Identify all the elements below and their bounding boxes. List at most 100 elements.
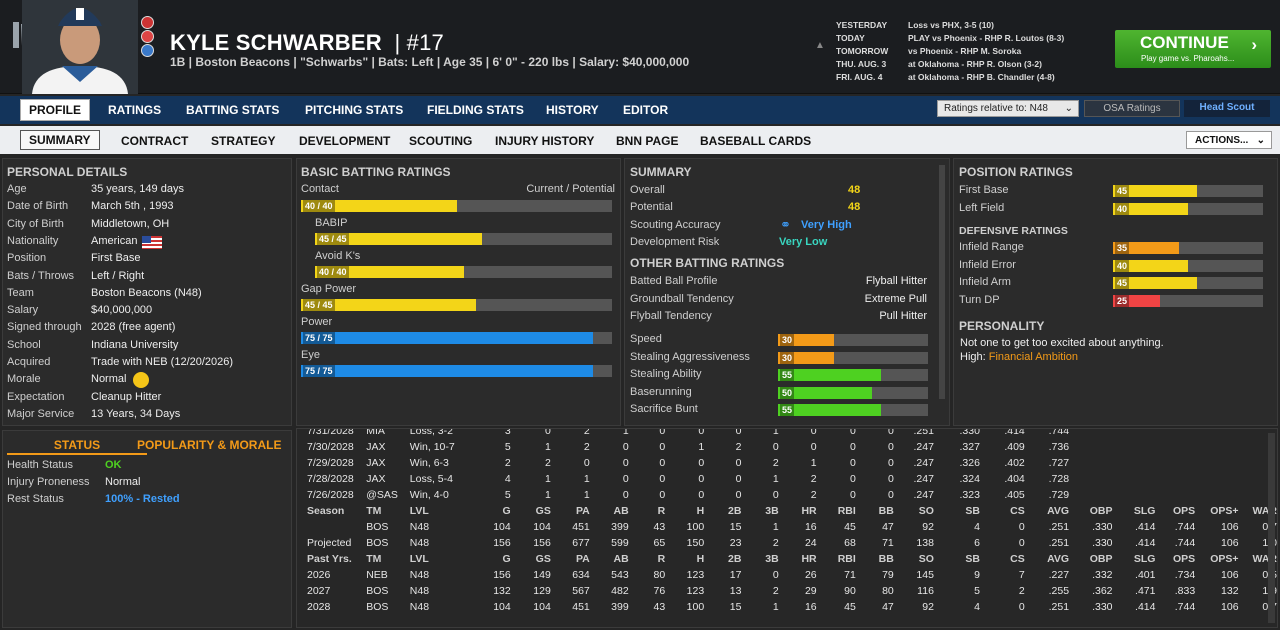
table-cell: 5 — [504, 441, 511, 453]
table-cell: Season — [307, 505, 345, 517]
table-cell: .414 — [1135, 601, 1156, 613]
schedule-row[interactable]: TOMORROW vs Phoenix - RHP M. Soroka — [836, 46, 1022, 56]
rating-label: Contact — [301, 183, 339, 195]
table-cell: 29 — [804, 585, 817, 597]
table-cell: 1 — [622, 428, 629, 437]
ratings-relative-select[interactable]: Ratings relative to: N48 ⌄ — [937, 100, 1079, 117]
schedule-row[interactable]: FRI. AUG. 4 at Oklahoma - RHP B. Chandler… — [836, 72, 1055, 82]
rating-bar-value: 40 / 40 — [317, 266, 349, 278]
table-cell: 1 — [810, 457, 817, 469]
game-log-row[interactable]: 7/30/2028 JAX Win, 10-7 5 1 2 0 0 1 2 0 0 0 0 .247 .327… — [297, 439, 1277, 455]
head-scout-button[interactable]: Head Scout — [1184, 100, 1270, 117]
rating-bar: 75 / 75 — [301, 332, 612, 344]
tab-bnn-page[interactable]: BNN PAGE — [616, 134, 679, 148]
game-log-row[interactable]: 7/26/2028 @SAS Win, 4-0 5 1 1 0 0 0 0 0 2 0 0 .247 .323… — [297, 487, 1277, 503]
speed-rating-bar: 30 — [778, 351, 928, 364]
detail-label: Position — [7, 252, 47, 265]
tab-popularity-morale[interactable]: POPULARITY & MORALE — [137, 438, 282, 452]
tab-strategy[interactable]: STRATEGY — [211, 134, 276, 148]
table-cell: N48 — [409, 569, 430, 581]
past-year-row[interactable]: 2028 BOS N48 104 104 451 399 43 100 15 1 16 45 47 92 4 0… — [297, 599, 1277, 615]
tab-injury-history[interactable]: INJURY HISTORY — [495, 134, 595, 148]
table-cell: 138 — [916, 537, 934, 549]
game-log-row[interactable]: 7/28/2028 JAX Loss, 5-4 4 1 1 0 0 0 0 1 2 0 0 .247 .324… — [297, 471, 1277, 487]
detail-value: American — [91, 234, 138, 247]
speed-rating-fill — [778, 351, 835, 364]
actions-dropdown[interactable]: ACTIONS... ⌄ — [1186, 131, 1272, 149]
osa-ratings-button[interactable]: OSA Ratings — [1084, 100, 1180, 117]
detail-label: Age — [7, 183, 27, 195]
scrollbar[interactable] — [939, 165, 945, 399]
season-row[interactable]: BOS N48 104 104 451 399 43 100 15 1 16 45 47 92 4 0 .251… — [297, 519, 1277, 535]
table-cell: 0 — [772, 489, 779, 501]
scrollbar[interactable] — [1268, 433, 1275, 623]
detail-value: 13 Years, 34 Days — [91, 407, 181, 420]
schedule-row[interactable]: THU. AUG. 3 at Oklahoma - RHP R. Olson (3… — [836, 59, 1042, 69]
tab-baseball-cards[interactable]: BASEBALL CARDS — [700, 134, 812, 148]
rating-bar: 75 / 75 — [301, 365, 612, 377]
personal-details-panel: PERSONAL DETAILS Age 35 years, 149 days Da… — [2, 158, 292, 426]
rating-bar-fill — [315, 233, 483, 245]
table-cell: 5 — [974, 585, 980, 597]
tab-ratings[interactable]: RATINGS — [108, 103, 162, 117]
table-cell: G — [502, 553, 511, 565]
table-cell: .330 — [1092, 537, 1113, 549]
table-cell: 3B — [765, 505, 779, 517]
award-star-icon — [141, 30, 154, 43]
tab-editor[interactable]: EDITOR — [623, 103, 669, 117]
table-cell: AB — [613, 553, 629, 565]
table-cell: .251 — [1048, 521, 1070, 533]
section-title: PERSONALITY — [959, 319, 1045, 333]
tab-summary[interactable]: SUMMARY — [20, 130, 100, 150]
table-cell: 92 — [922, 601, 934, 613]
table-cell: 0 — [772, 441, 779, 453]
tab-scouting[interactable]: SCOUTING — [409, 134, 473, 148]
speed-rating-bar: 30 — [778, 334, 928, 346]
game-log-row[interactable]: 7/31/2028 MIA Loss, 3-2 3 0 2 1 0 0 0 1 0 0 0 .251 .330… — [297, 428, 1277, 439]
tab-contract[interactable]: CONTRACT — [121, 134, 189, 148]
table-cell: 0 — [698, 489, 705, 501]
tab-pitching-stats[interactable]: PITCHING STATS — [305, 103, 404, 117]
table-cell: 43 — [653, 521, 666, 533]
stats-table: 7/31/2028 MIA Loss, 3-2 3 0 2 1 0 0 0 1 0 0 0.251.330… — [297, 428, 1277, 615]
position-rating-value: 35 — [1115, 242, 1130, 254]
status-panel: STATUS POPULARITY & MORALE Health Status… — [2, 430, 292, 628]
detail-value: Boston Beacons (N48) — [91, 286, 202, 299]
season-header-row[interactable]: Season TM LVL G GS PA AB R H 2B 3B HR RBI BB SO SB CS AVG… — [297, 503, 1277, 519]
table-cell: 150 — [686, 537, 705, 549]
table-cell: 1 — [544, 441, 551, 453]
tab-history[interactable]: HISTORY — [546, 103, 599, 117]
tab-development[interactable]: DEVELOPMENT — [299, 134, 391, 148]
rating-label: Power — [301, 316, 333, 328]
game-log-row[interactable]: 7/29/2028 JAX Win, 6-3 2 2 0 0 0 0 0 2 1 0 0 .247 .326.… — [297, 455, 1277, 471]
table-cell: .744 — [1048, 428, 1070, 437]
table-cell: .414 — [1004, 428, 1025, 437]
table-cell: 0 — [887, 441, 894, 453]
past-years-header-row[interactable]: Past Yrs. TM LVL G GS PA AB R H 2B 3B HR RBI BB SO SB CS… — [297, 551, 1277, 567]
table-cell: 9 — [974, 569, 980, 581]
table-cell: 43 — [653, 601, 666, 613]
schedule-row[interactable]: TODAY PLAY vs Phoenix - RHP R. Loutos (8-… — [836, 33, 1065, 43]
table-cell: 23 — [729, 537, 742, 549]
season-row[interactable]: Projected BOS N48 156 156 677 599 65 150 23 2 24 68 7… — [297, 535, 1277, 551]
continue-button[interactable]: CONTINUE Play game vs. Pharoahs... › — [1115, 30, 1271, 68]
table-cell: 104 — [493, 521, 511, 533]
table-cell: OPS+ — [1210, 505, 1239, 517]
tab-batting-stats[interactable]: BATTING STATS — [186, 103, 280, 117]
position-rating-fill — [1113, 202, 1188, 215]
tab-status[interactable]: STATUS — [7, 435, 147, 455]
tab-profile[interactable]: PROFILE — [20, 99, 91, 121]
detail-value: 2028 (free agent) — [91, 321, 176, 334]
table-cell: 0 — [1018, 537, 1025, 549]
speed-rating-fill — [778, 386, 872, 399]
table-cell: 80 — [653, 569, 666, 581]
tab-fielding-stats[interactable]: FIELDING STATS — [427, 103, 524, 117]
table-cell — [297, 519, 366, 535]
schedule-row[interactable]: YESTERDAY Loss vs PHX, 3-5 (10) — [836, 20, 994, 30]
detail-value: Indiana University — [91, 338, 179, 351]
speed-rating-label: Speed — [630, 333, 662, 345]
rating-bar-fill — [301, 332, 593, 344]
table-cell: 0 — [810, 428, 817, 437]
past-year-row[interactable]: 2027 BOS N48 132 129 567 482 76 123 13 2 29 90 80 116 5… — [297, 583, 1277, 599]
past-year-row[interactable]: 2026 NEB N48 156 149 634 543 80 123 17 0 26 71 79 145 9… — [297, 567, 1277, 583]
